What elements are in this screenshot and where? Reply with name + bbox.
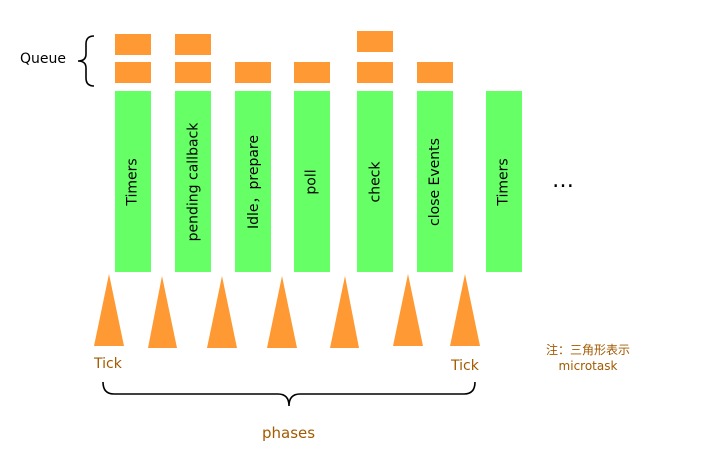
ellipsis: … — [552, 168, 575, 193]
queue-item — [115, 34, 151, 55]
queue-item — [175, 34, 211, 55]
queue-item — [235, 62, 271, 83]
phases-label: phases — [262, 424, 316, 442]
phase-timers-next: Timers — [486, 91, 522, 272]
microtask-triangle — [148, 276, 177, 348]
queue-item — [115, 62, 151, 83]
phase-idle-prepare: Idle，prepare — [235, 91, 271, 272]
microtask-triangle — [393, 274, 423, 346]
phase-poll: poll — [294, 91, 330, 272]
phase-close-events: close Events — [417, 91, 453, 272]
tick-label-right: Tick — [451, 358, 479, 374]
microtask-triangle — [94, 274, 124, 346]
microtask-triangle — [450, 274, 480, 346]
microtask-triangle — [207, 276, 237, 348]
phase-pending-callback: pending callback — [175, 91, 211, 272]
phase-check: check — [357, 91, 393, 272]
queue-item — [175, 62, 211, 83]
legend-note: 注：三角形表示microtask — [545, 343, 630, 373]
queue-item — [357, 62, 393, 83]
queue-item — [357, 31, 393, 52]
microtask-triangle — [330, 276, 359, 348]
queue-label: Queue — [20, 51, 66, 67]
queue-item — [417, 62, 453, 83]
phases-brace — [102, 381, 476, 407]
microtask-triangle — [267, 276, 297, 348]
tick-label-left: Tick — [94, 356, 122, 372]
queue-brace — [77, 35, 95, 87]
phase-timers: Timers — [115, 91, 151, 272]
queue-item — [294, 62, 330, 83]
